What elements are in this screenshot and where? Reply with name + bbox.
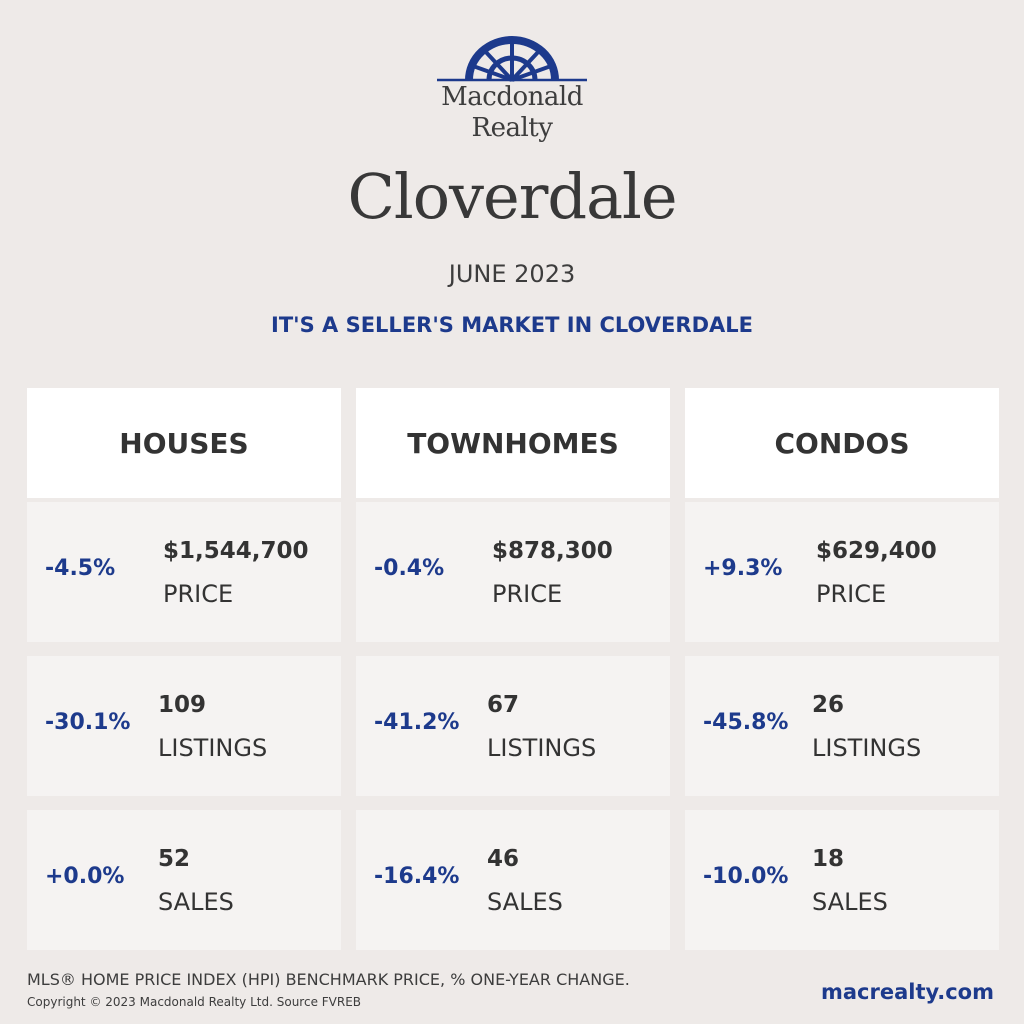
brand-logo: Macdonald Realty bbox=[0, 36, 1024, 144]
condos-listings-card: -45.8% 26 LISTINGS bbox=[685, 656, 999, 796]
sales-label: SALES bbox=[487, 888, 563, 916]
column-header-townhomes: TOWNHOMES bbox=[356, 388, 670, 498]
sales-value: 52 bbox=[158, 846, 191, 872]
report-period: JUNE 2023 bbox=[448, 260, 576, 288]
sales-change: -10.0% bbox=[703, 864, 789, 889]
condos-price-card: +9.3% $629,400 PRICE bbox=[685, 502, 999, 642]
price-change: -4.5% bbox=[45, 556, 116, 581]
sales-change: +0.0% bbox=[45, 864, 125, 889]
houses-listings-card: -30.1% 109 LISTINGS bbox=[27, 656, 341, 796]
logo-wordmark-line2: Realty bbox=[471, 113, 553, 143]
copyright-text: Copyright © 2023 Macdonald Realty Ltd. S… bbox=[27, 995, 362, 1009]
houses-price-card: -4.5% $1,544,700 PRICE bbox=[27, 502, 341, 642]
listings-change: -30.1% bbox=[45, 710, 131, 735]
website-link[interactable]: macrealty.com bbox=[820, 980, 994, 1004]
column-header-houses: HOUSES bbox=[27, 388, 341, 498]
houses-sales-card: +0.0% 52 SALES bbox=[27, 810, 341, 950]
price-change: -0.4% bbox=[374, 556, 445, 581]
townhomes-listings-card: -41.2% 67 LISTINGS bbox=[356, 656, 670, 796]
sales-change: -16.4% bbox=[374, 864, 460, 889]
city-title: Cloverdale bbox=[347, 160, 677, 233]
price-label: PRICE bbox=[163, 580, 234, 608]
market-headline: IT'S A SELLER'S MARKET IN CLOVERDALE bbox=[271, 313, 753, 337]
sales-label: SALES bbox=[158, 888, 234, 916]
logo-wordmark-line1: Macdonald bbox=[441, 82, 583, 112]
listings-value: 26 bbox=[812, 692, 845, 718]
listings-change: -45.8% bbox=[703, 710, 789, 735]
sales-value: 18 bbox=[812, 846, 845, 872]
price-label: PRICE bbox=[816, 580, 887, 608]
listings-change: -41.2% bbox=[374, 710, 460, 735]
price-change: +9.3% bbox=[703, 556, 783, 581]
column-header-condos: CONDOS bbox=[685, 388, 999, 498]
price-label: PRICE bbox=[492, 580, 563, 608]
sales-label: SALES bbox=[812, 888, 888, 916]
sales-value: 46 bbox=[487, 846, 520, 872]
listings-value: 67 bbox=[487, 692, 520, 718]
condos-sales-card: -10.0% 18 SALES bbox=[685, 810, 999, 950]
listings-value: 109 bbox=[158, 692, 207, 718]
listings-label: LISTINGS bbox=[158, 734, 268, 762]
price-value: $1,544,700 bbox=[163, 538, 309, 564]
hpi-footnote: MLS® HOME PRICE INDEX (HPI) BENCHMARK PR… bbox=[27, 970, 630, 989]
sunburst-arch-logo-icon bbox=[437, 36, 587, 82]
townhomes-sales-card: -16.4% 46 SALES bbox=[356, 810, 670, 950]
listings-label: LISTINGS bbox=[812, 734, 922, 762]
listings-label: LISTINGS bbox=[487, 734, 597, 762]
price-value: $629,400 bbox=[816, 538, 937, 564]
townhomes-price-card: -0.4% $878,300 PRICE bbox=[356, 502, 670, 642]
price-value: $878,300 bbox=[492, 538, 613, 564]
